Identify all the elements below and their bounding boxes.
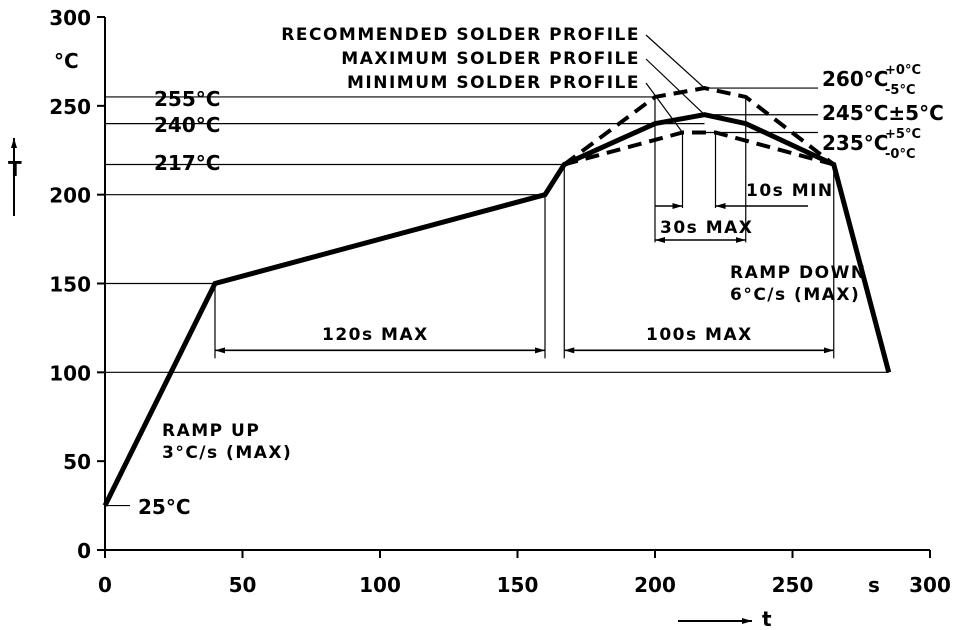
y-tick-label: 250 <box>49 95 91 119</box>
temp-label-260: 260°C <box>822 67 888 91</box>
temp-label-260-plus: +0°C <box>885 63 921 78</box>
y-tick-label: 200 <box>49 184 91 208</box>
leader-min <box>645 82 683 133</box>
x-tick-label: 250 <box>772 573 814 597</box>
leader-rec <box>645 58 705 116</box>
ramp-up-rate: 3°C/s (MAX) <box>162 443 292 463</box>
y-unit-label: °C <box>54 49 79 73</box>
temp-label-255: 255°C <box>154 87 220 111</box>
x-tick-label: 150 <box>497 573 539 597</box>
x-tick-label: 0 <box>98 573 112 597</box>
ramp-down-rate: 6°C/s (MAX) <box>730 285 860 305</box>
series-line <box>102 112 892 507</box>
y-tick-label: 100 <box>49 361 91 385</box>
temp-label-235-minus: -0°C <box>885 147 915 162</box>
x-tick-label: 100 <box>359 573 401 597</box>
temp-label-235: 235°C <box>822 131 888 155</box>
x-tick-label: 50 <box>229 573 257 597</box>
rec-profile-label: MAXIMUM SOLDER PROFILE <box>341 49 640 69</box>
ramp-up-label: RAMP UP <box>162 421 260 441</box>
dimension-arrows <box>215 203 834 354</box>
max-profile-label: RECOMMENDED SOLDER PROFILE <box>281 25 640 45</box>
duration-100s-label: 100s MAX <box>646 325 753 345</box>
leader-max <box>645 34 705 89</box>
temp-label-260-minus: -5°C <box>885 83 915 98</box>
min-profile-label: MINIMUM SOLDER PROFILE <box>347 73 640 93</box>
y-tick-label: 300 <box>49 6 91 30</box>
reference-lines <box>105 34 889 507</box>
profile-series <box>102 86 892 507</box>
x-tick-label: 300 <box>909 573 951 597</box>
series-line <box>563 86 835 167</box>
series-line <box>563 130 835 167</box>
x-unit-label: s <box>868 573 880 597</box>
x-axis-title: t <box>762 607 772 630</box>
duration-30s-label: 30s MAX <box>660 218 753 238</box>
temp-label-245: 245°C±5°C <box>822 101 944 125</box>
temp-label-25: 25°C <box>138 495 191 519</box>
ramp-down-label: RAMP DOWN <box>730 263 867 283</box>
temp-label-235-plus: +5°C <box>885 127 921 142</box>
y-tick-label: 50 <box>63 450 91 474</box>
tick-labels: 0 50 100 150 200 250 300 0 50 100 150 200 250 300 <box>49 6 951 597</box>
duration-10s-label: 10s MIN <box>746 181 834 201</box>
x-tick-label: 200 <box>634 573 676 597</box>
y-tick-label: 150 <box>49 273 91 297</box>
temp-label-240: 240°C <box>154 113 220 137</box>
y-tick-label: 0 <box>77 539 91 563</box>
temp-label-217: 217°C <box>154 151 220 175</box>
duration-120s-label: 120s MAX <box>322 325 429 345</box>
